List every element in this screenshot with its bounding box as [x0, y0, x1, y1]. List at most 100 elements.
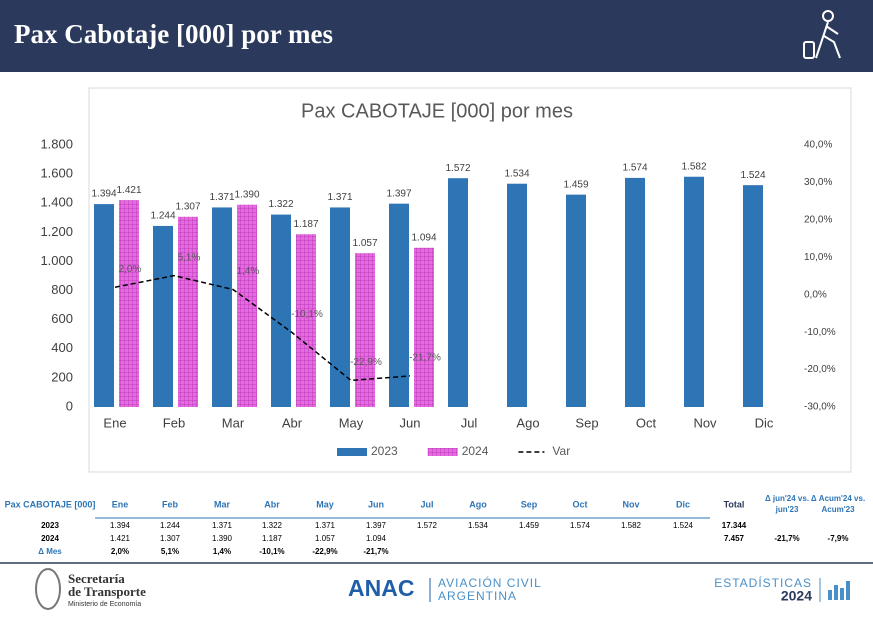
table-header: Δ jun'24 vs. jun'23 [765, 494, 809, 514]
x-tick-label: Nov [693, 415, 717, 430]
bar [625, 177, 645, 407]
bar [743, 185, 763, 407]
table-cell: 2023 [41, 521, 59, 530]
legend-swatch [427, 448, 458, 456]
y2-tick-label: -20,0% [804, 364, 836, 375]
data-label: 1.534 [504, 168, 529, 179]
legend-label: 2024 [462, 444, 489, 458]
table-header: Sep [521, 499, 538, 509]
y-tick-label: 1.400 [40, 195, 73, 210]
data-label: 1.397 [386, 188, 411, 199]
table-cell: 1.397 [366, 521, 387, 530]
header-bar [0, 0, 873, 72]
data-label: 1.371 [209, 192, 234, 203]
bar [389, 203, 409, 407]
legend-label: Var [552, 444, 570, 458]
table-header: Pax CABOTAJE [000] [5, 499, 96, 509]
table-cell: -21,7% [363, 547, 388, 556]
x-tick-label: Mar [222, 415, 245, 430]
bar [119, 200, 139, 407]
var-line [114, 274, 411, 382]
traveler-icon [803, 10, 841, 59]
legend-swatch [337, 448, 367, 456]
bar [684, 176, 704, 407]
table-header: Total [724, 499, 745, 509]
bar [212, 207, 232, 407]
table-cell: 1.572 [417, 521, 438, 530]
y-tick-label: 800 [51, 282, 73, 297]
y-tick-label: 200 [51, 369, 73, 384]
chart-frame [88, 87, 852, 473]
bar [566, 194, 586, 407]
var-label: -10,1% [291, 309, 323, 320]
anac-sub: ARGENTINA [438, 589, 517, 603]
y-tick-label: 0 [66, 398, 73, 413]
table-cell: 1.187 [262, 534, 283, 543]
bar [178, 216, 198, 407]
anac-sub: AVIACIÓN CIVIL [438, 575, 542, 590]
table-header: Δ Acum'24 vs. Acum'23 [811, 494, 865, 514]
data-label: 1.572 [445, 163, 470, 174]
table-header: Feb [162, 499, 179, 509]
chart: 0 200 400 600 800 1.000 1.200 1.400 1.600 1.800 -3… [40, 136, 835, 458]
data-label: 1.524 [740, 170, 765, 181]
bar [237, 204, 257, 407]
table-header: Jul [420, 499, 433, 509]
x-tick-label: Oct [636, 415, 657, 430]
table-header: Nov [622, 499, 639, 509]
bar [153, 225, 173, 407]
y-tick-label: 1.000 [40, 253, 73, 268]
table-header-line: Acum'23 [821, 505, 855, 514]
y-tick-label: 1.600 [40, 166, 73, 181]
table-cell: 1.057 [315, 534, 336, 543]
table-header-line: jun'23 [775, 505, 799, 514]
x-tick-label: Jun [400, 415, 421, 430]
table-cell: -7,9% [828, 534, 849, 543]
table-cell: 1.244 [160, 521, 181, 530]
data-label: 1.057 [352, 238, 377, 249]
x-tick-label: Abr [282, 415, 303, 430]
table-header: Ago [469, 499, 487, 509]
y-tick-label: 600 [51, 311, 73, 326]
y2-tick-label: 0,0% [804, 289, 827, 300]
var-label: 5,1% [178, 252, 201, 263]
var-label: 2,0% [119, 264, 142, 275]
table-cell: -22,9% [312, 547, 337, 556]
y2-tick-label: 30,0% [804, 177, 832, 188]
table-cell: 1.307 [160, 534, 181, 543]
bar [414, 247, 434, 407]
table-header: May [316, 499, 334, 509]
table-header: Abr [264, 499, 280, 509]
legend-label: 2023 [371, 444, 398, 458]
table-cell: 1.394 [110, 521, 131, 530]
y2-tick-label: 40,0% [804, 140, 832, 151]
table-header-line: Δ jun'24 vs. [765, 494, 809, 503]
bar [271, 214, 291, 407]
table-cell: 7.457 [724, 534, 745, 543]
header-title: Pax Cabotaje [000] por mes [14, 19, 333, 49]
table-cell: 2,0% [111, 547, 129, 556]
x-tick-label: Dic [755, 415, 774, 430]
y-tick-label: 400 [51, 340, 73, 355]
table-header: Jun [368, 499, 384, 509]
x-tick-label: Ago [516, 415, 539, 430]
table-cell: 1.322 [262, 521, 283, 530]
table-cell: -21,7% [774, 534, 799, 543]
data-label: 1.244 [150, 211, 175, 222]
data-label: 1.582 [681, 161, 706, 172]
data-label: 1.094 [411, 232, 436, 243]
table-cell: 1.574 [570, 521, 591, 530]
stats-year: 2024 [781, 588, 812, 604]
table-cell: 5,1% [161, 547, 179, 556]
y2-tick-label: -10,0% [804, 327, 836, 338]
data-label: 1.574 [622, 163, 647, 174]
table-header: Oct [572, 499, 587, 509]
y-tick-label: 1.200 [40, 224, 73, 239]
chart-title: Pax CABOTAJE [000] por mes [301, 100, 573, 122]
table-cell: 1.534 [468, 521, 489, 530]
bar [296, 234, 316, 407]
table-header-line: Δ Acum'24 vs. [811, 494, 865, 503]
data-label: 1.390 [234, 189, 259, 200]
table: Pax CABOTAJE [000] Ene Feb Mar Abr May Jun Jul A… [5, 494, 866, 556]
